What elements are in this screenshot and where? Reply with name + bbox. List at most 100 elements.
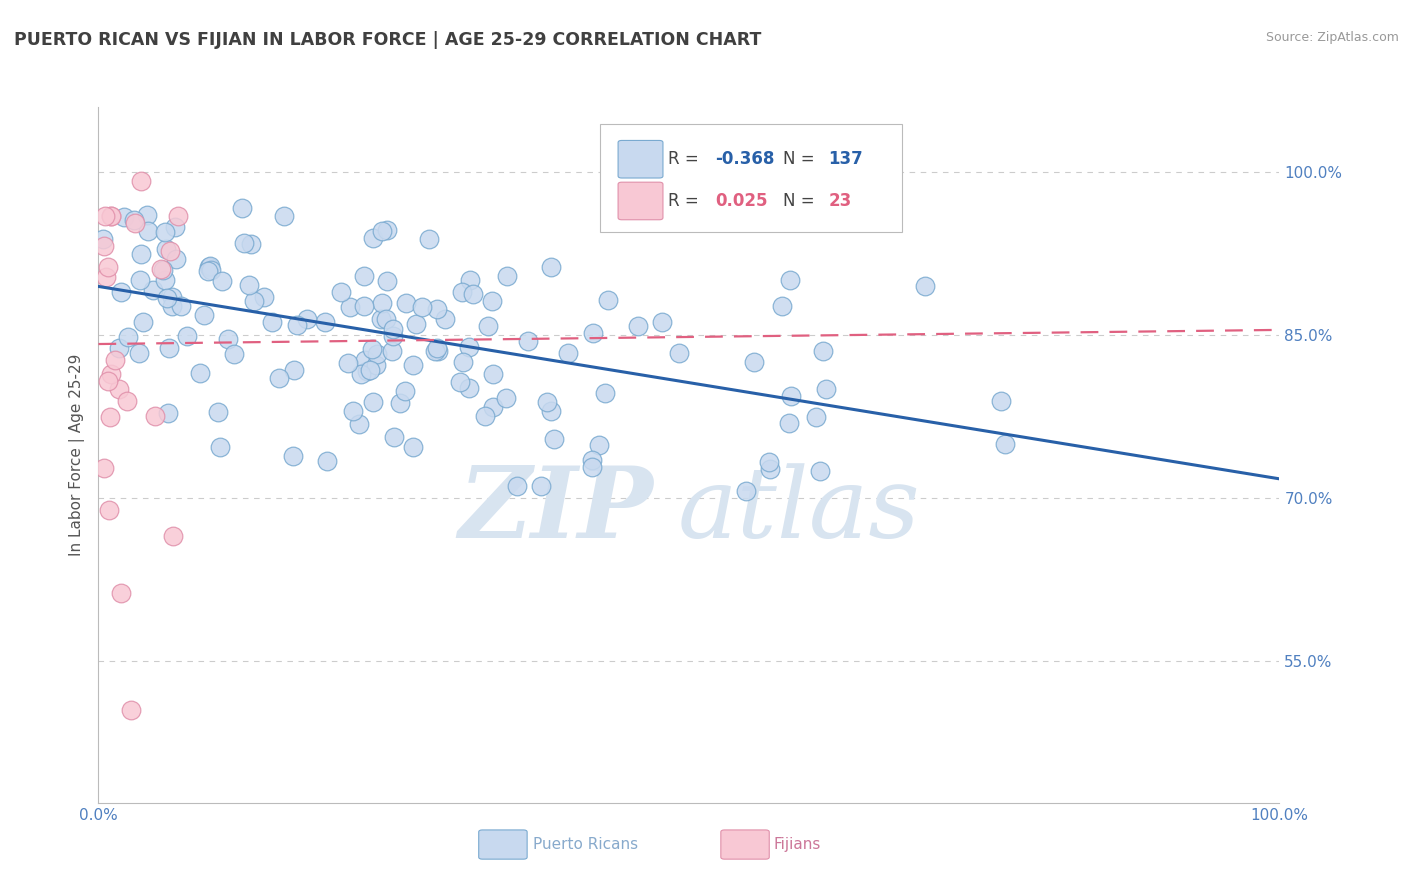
Point: [200, 263, 222, 277]
Point: [314, 315, 336, 329]
Point: [814, 382, 837, 396]
Point: [132, 315, 155, 329]
Point: [427, 343, 450, 358]
Point: [426, 341, 449, 355]
FancyBboxPatch shape: [619, 182, 664, 219]
Point: [370, 312, 392, 326]
Point: [423, 343, 446, 358]
Text: 23: 23: [828, 192, 852, 210]
Point: [356, 364, 378, 378]
Point: [104, 353, 127, 368]
Point: [136, 224, 159, 238]
Point: [200, 259, 222, 273]
Point: [375, 222, 398, 236]
Point: [136, 208, 159, 222]
Text: -0.368: -0.368: [714, 150, 775, 169]
Point: [350, 367, 373, 381]
Point: [349, 417, 371, 431]
Point: [93, 461, 115, 475]
Point: [157, 341, 180, 355]
Point: [231, 201, 253, 215]
Y-axis label: In Labor Force | Age 25-29: In Labor Force | Age 25-29: [69, 354, 84, 556]
Point: [543, 432, 565, 446]
Point: [482, 400, 505, 414]
Point: [342, 404, 364, 418]
Point: [371, 295, 394, 310]
Point: [107, 341, 129, 355]
Point: [167, 209, 190, 223]
Point: [582, 326, 605, 340]
Point: [110, 586, 132, 600]
Point: [107, 382, 129, 396]
Point: [336, 356, 359, 370]
Point: [193, 309, 215, 323]
Point: [481, 294, 503, 309]
Text: Puerto Ricans: Puerto Ricans: [533, 837, 638, 852]
Point: [329, 285, 352, 300]
Point: [166, 252, 188, 266]
Point: [129, 247, 152, 261]
Point: [129, 174, 152, 188]
Point: [98, 409, 121, 424]
Point: [122, 213, 145, 227]
Point: [375, 275, 398, 289]
Point: [94, 209, 117, 223]
Point: [197, 263, 219, 277]
Point: [588, 438, 610, 452]
Point: [382, 429, 405, 443]
Point: [143, 409, 166, 424]
Point: [112, 210, 135, 224]
Point: [426, 302, 449, 317]
Point: [596, 293, 619, 308]
Point: [463, 287, 485, 301]
Point: [530, 479, 553, 493]
Point: [382, 329, 405, 343]
Point: [128, 346, 150, 360]
Text: 0.025: 0.025: [714, 192, 768, 210]
Point: [668, 346, 690, 360]
Point: [156, 291, 179, 305]
Point: [382, 321, 405, 335]
Point: [405, 317, 427, 331]
Point: [994, 437, 1017, 451]
Point: [188, 367, 211, 381]
Point: [477, 319, 499, 334]
Point: [150, 262, 173, 277]
Point: [581, 452, 603, 467]
Point: [780, 389, 803, 403]
Point: [759, 462, 782, 476]
Point: [162, 529, 184, 543]
Point: [359, 363, 381, 377]
Point: [758, 455, 780, 469]
Point: [540, 404, 562, 418]
Point: [804, 410, 827, 425]
Point: [474, 409, 496, 424]
Text: R =: R =: [668, 150, 703, 169]
Point: [990, 394, 1012, 409]
Point: [481, 367, 503, 381]
Point: [283, 363, 305, 377]
Text: N =: N =: [783, 150, 820, 169]
Point: [496, 268, 519, 283]
Point: [353, 299, 375, 313]
Point: [457, 341, 479, 355]
Point: [162, 290, 184, 304]
Point: [394, 384, 416, 398]
Point: [536, 395, 558, 409]
Point: [94, 269, 117, 284]
Point: [811, 344, 834, 359]
FancyBboxPatch shape: [600, 124, 901, 232]
Point: [593, 386, 616, 401]
Point: [170, 300, 193, 314]
Point: [460, 273, 482, 287]
Point: [449, 375, 471, 389]
Point: [152, 262, 174, 277]
Point: [100, 367, 122, 381]
Text: Source: ZipAtlas.com: Source: ZipAtlas.com: [1265, 31, 1399, 45]
Point: [283, 449, 305, 463]
Point: [808, 464, 831, 478]
Point: [361, 343, 384, 357]
Point: [156, 406, 179, 420]
Point: [197, 260, 219, 274]
Point: [243, 293, 266, 308]
